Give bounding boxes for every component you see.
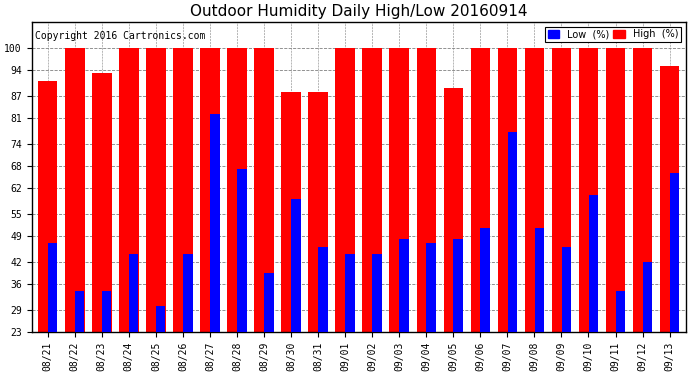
Bar [173,48,193,375]
Bar [146,48,166,375]
Bar [362,48,382,375]
Bar [308,92,328,375]
Bar [426,243,436,375]
Bar [453,240,463,375]
Bar [471,48,490,375]
Bar [642,262,652,375]
Bar [345,254,355,375]
Bar [562,247,571,375]
Title: Outdoor Humidity Daily High/Low 20160914: Outdoor Humidity Daily High/Low 20160914 [190,4,527,19]
Bar [48,243,57,375]
Bar [660,66,680,375]
Bar [615,291,625,375]
Bar [633,48,652,375]
Bar [552,48,571,375]
Text: Copyright 2016 Cartronics.com: Copyright 2016 Cartronics.com [34,31,205,41]
Bar [282,92,301,375]
Bar [670,173,679,375]
Bar [119,48,139,375]
Bar [227,48,247,375]
Bar [129,254,139,375]
Bar [156,306,166,375]
Bar [480,228,490,375]
Bar [444,88,463,375]
Bar [389,48,409,375]
Bar [183,254,193,375]
Bar [291,199,301,375]
Bar [75,291,84,375]
Bar [102,291,111,375]
Bar [497,48,517,375]
Bar [524,48,544,375]
Bar [417,48,436,375]
Bar [318,247,328,375]
Bar [210,114,219,375]
Bar [373,254,382,375]
Bar [606,48,625,375]
Bar [508,132,517,375]
Bar [535,228,544,375]
Bar [400,240,409,375]
Legend: Low  (%), High  (%): Low (%), High (%) [544,27,681,42]
Bar [255,48,274,375]
Bar [237,170,246,375]
Bar [589,195,598,375]
Bar [92,74,112,375]
Bar [264,273,274,375]
Bar [200,48,219,375]
Bar [335,48,355,375]
Bar [65,48,84,375]
Bar [38,81,57,375]
Bar [579,48,598,375]
